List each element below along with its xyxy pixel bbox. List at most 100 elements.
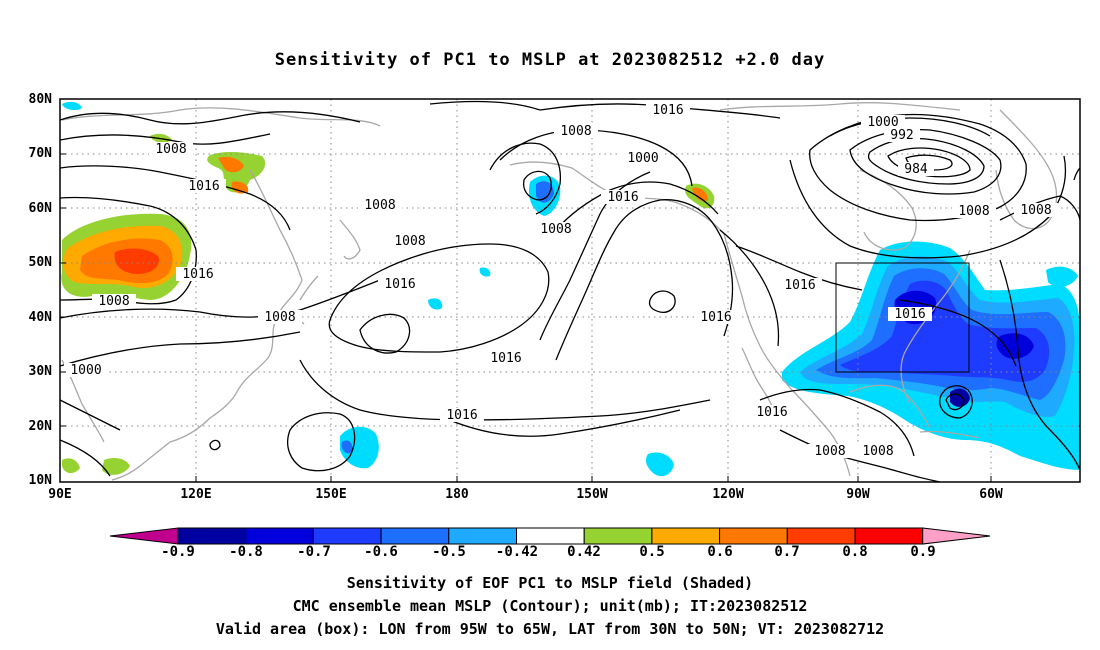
negative-area-hawaii — [645, 452, 674, 477]
lat-label-30n: 30N — [28, 364, 52, 379]
isobar-label: 1008 — [560, 124, 591, 139]
isobar-label: 992 — [890, 128, 913, 143]
isobar-label: 1000 — [627, 151, 658, 166]
isobar-contour — [719, 229, 780, 347]
isobar-contour — [60, 133, 271, 145]
lat-label-50n: 50N — [28, 255, 52, 270]
colorbar-swatch — [651, 527, 721, 545]
negative-area-central-pacific-core — [341, 440, 353, 454]
colorbar-swatch — [109, 527, 179, 545]
isobar-contour — [489, 142, 562, 215]
isobar-contour — [1073, 167, 1080, 181]
isobar-contour — [60, 279, 381, 319]
coastline-arctic-canada — [719, 102, 961, 111]
colorbar-label: 0.9 — [910, 544, 936, 560]
caption-line-1: Sensitivity of EOF PC1 to MSLP field (Sh… — [346, 574, 754, 592]
lat-label-60n: 60N — [28, 201, 52, 216]
lat-label-70n: 70N — [28, 146, 52, 161]
colorbar-swatch — [786, 527, 856, 545]
lon-label-150e: 150E — [315, 487, 347, 502]
colorbar-swatch — [177, 527, 247, 545]
lon-label-60w: 60W — [979, 487, 1003, 502]
colorbar-label: -0.8 — [229, 544, 263, 560]
isobar-contour — [735, 245, 863, 291]
coastline-north-america-west — [723, 233, 851, 477]
isobar-label: 1008 — [958, 204, 989, 219]
isobar-label: 1008 — [394, 234, 425, 249]
isobar-contour — [829, 117, 991, 137]
colorbar-label: -0.9 — [161, 544, 195, 560]
coastline-baja — [741, 347, 775, 411]
isobar-contour — [945, 393, 965, 411]
colorbar-swatch — [719, 527, 788, 545]
isobar-contour — [539, 171, 651, 341]
colorbar-swatch — [448, 527, 517, 545]
positive-area-north-pacific-core — [692, 187, 708, 202]
colorbar-label: 0.8 — [842, 544, 868, 560]
colorbar — [109, 527, 991, 545]
isobar-label: 1008 — [862, 444, 893, 459]
coastline-layer — [61, 102, 1058, 481]
isobar-label: 1016 — [490, 351, 521, 366]
isobar-label: 1008 — [540, 222, 571, 237]
coastline-kamchatka — [339, 219, 361, 260]
isobar-contour — [648, 290, 676, 313]
isobar-contour — [209, 439, 221, 451]
colorbar-swatch — [516, 527, 585, 545]
isobar-contour — [359, 313, 411, 354]
isobar-label: 1016 — [756, 405, 787, 420]
valid-area-box — [835, 262, 970, 373]
negative-area-north-atlantic-core — [840, 280, 1050, 382]
lon-label-120w: 120W — [712, 487, 744, 502]
isobar-contours — [60, 100, 1080, 482]
isobar-contour — [439, 409, 681, 437]
isobar-label: 1016 — [384, 277, 415, 292]
colorbar-label: -0.6 — [364, 544, 398, 560]
isobar-contour — [287, 412, 356, 472]
isobar-label: 1008 — [264, 310, 295, 325]
lon-label-180: 180 — [445, 487, 469, 502]
isobar-contour — [999, 259, 1080, 471]
isobar-contour — [939, 385, 973, 419]
coastline-hudson-bay — [859, 169, 917, 251]
colorbar-label: 0.42 — [567, 544, 601, 560]
colorbar-label: 0.7 — [774, 544, 800, 560]
coastline-gulf — [849, 384, 931, 429]
isobar-contour — [60, 165, 291, 231]
isobar-label: 1016 — [182, 267, 213, 282]
colorbar-swatch — [245, 527, 314, 545]
positive-area-central-asia-peak — [114, 248, 159, 274]
lon-label-90w: 90W — [846, 487, 870, 502]
coastline-us-east — [900, 249, 971, 405]
positive-area-siberia-core — [218, 156, 249, 194]
isobar-label: 1000 — [867, 115, 898, 130]
isobar-label: 1008 — [98, 294, 129, 309]
isobar-label: 1008 — [1020, 203, 1051, 218]
negative-area-east-atlantic — [1046, 266, 1078, 287]
isobar-label: 1016 — [446, 408, 477, 423]
colorbar-swatch — [312, 527, 382, 545]
chart-title: Sensitivity of PC1 to MSLP at 2023082512… — [274, 50, 826, 70]
isobar-contour — [60, 331, 301, 367]
isobar-label: 1016 — [652, 103, 683, 118]
colorbar-swatch — [922, 527, 991, 545]
negative-area-pacific-small — [428, 267, 491, 310]
caption-line-2: CMC ensemble mean MSLP (Contour); unit(m… — [292, 597, 808, 615]
lon-label-120e: 120E — [180, 487, 212, 502]
colorbar-swatch — [854, 527, 924, 545]
isobar-label: 1008 — [364, 198, 395, 213]
axis-ticks — [60, 153, 992, 482]
isobar-contour — [522, 170, 552, 201]
isobar-label: 1000 — [70, 363, 101, 378]
map-frame — [59, 98, 1081, 483]
isobar-contour — [779, 429, 941, 482]
colorbar-label: -0.7 — [297, 544, 331, 560]
colorbar-label: 0.5 — [639, 544, 665, 560]
isobar-contour — [60, 399, 121, 477]
isobar-contour — [759, 388, 915, 457]
colorbar-label: -0.5 — [432, 544, 466, 560]
coastline-arctic-asia — [61, 107, 381, 127]
isobar-label: 1016 — [607, 190, 638, 205]
caption-line-3: Valid area (box): LON from 95W to 65W, L… — [215, 620, 885, 638]
